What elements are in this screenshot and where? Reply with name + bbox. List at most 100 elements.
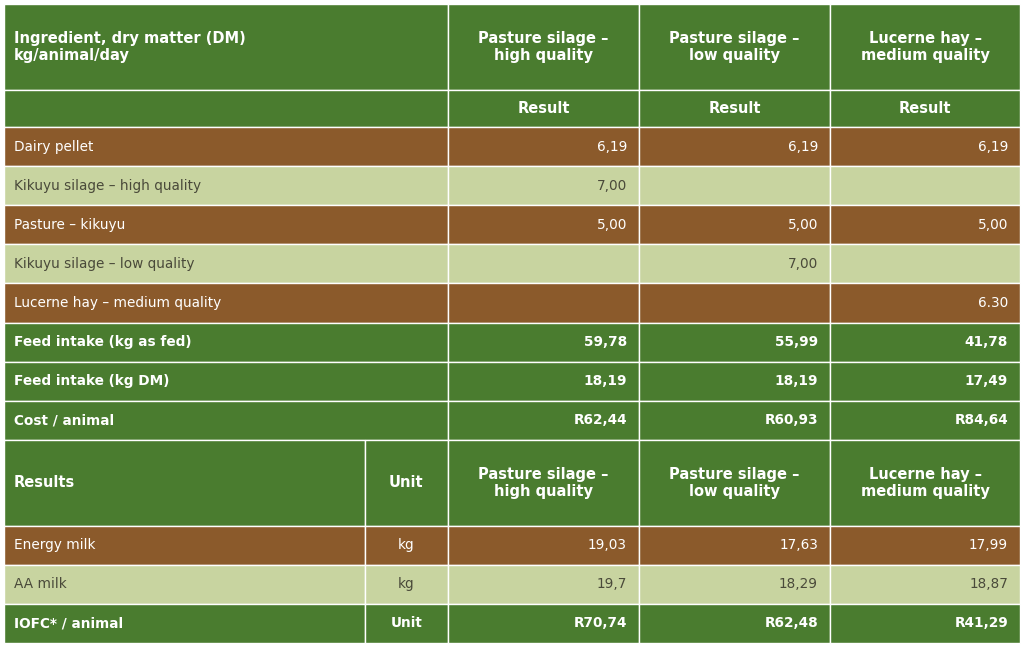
- Bar: [4, 565, 365, 604]
- Text: 59,78: 59,78: [584, 335, 627, 349]
- Bar: [639, 604, 830, 643]
- Bar: [830, 245, 1020, 283]
- Bar: [639, 166, 830, 205]
- Bar: [447, 362, 639, 400]
- Bar: [830, 362, 1020, 400]
- Bar: [365, 440, 447, 526]
- Text: Pasture silage –
high quality: Pasture silage – high quality: [478, 466, 608, 499]
- Text: R41,29: R41,29: [954, 617, 1008, 630]
- Bar: [830, 205, 1020, 245]
- Text: Energy milk: Energy milk: [14, 538, 95, 553]
- Bar: [4, 166, 447, 205]
- Bar: [447, 4, 639, 90]
- Text: 19,7: 19,7: [597, 577, 627, 591]
- Text: 6,19: 6,19: [978, 140, 1008, 153]
- Text: 18,87: 18,87: [969, 577, 1008, 591]
- Bar: [447, 283, 639, 322]
- Text: 7,00: 7,00: [597, 179, 627, 193]
- Bar: [830, 4, 1020, 90]
- Bar: [365, 526, 447, 565]
- Bar: [447, 440, 639, 526]
- Text: R62,44: R62,44: [573, 413, 627, 427]
- Bar: [4, 205, 447, 245]
- Bar: [447, 526, 639, 565]
- Text: Result: Result: [709, 101, 761, 116]
- Bar: [830, 283, 1020, 322]
- Text: 17,63: 17,63: [779, 538, 818, 553]
- Text: Feed intake (kg DM): Feed intake (kg DM): [14, 374, 169, 388]
- Bar: [447, 166, 639, 205]
- Bar: [447, 322, 639, 362]
- Text: Cost / animal: Cost / animal: [14, 413, 114, 427]
- Text: 17,49: 17,49: [965, 374, 1008, 388]
- Bar: [4, 322, 447, 362]
- Bar: [639, 362, 830, 400]
- Text: AA milk: AA milk: [14, 577, 67, 591]
- Bar: [830, 400, 1020, 440]
- Bar: [4, 245, 447, 283]
- Bar: [830, 127, 1020, 166]
- Text: Lucerne hay – medium quality: Lucerne hay – medium quality: [14, 296, 221, 310]
- Text: 6.30: 6.30: [978, 296, 1008, 310]
- Bar: [447, 604, 639, 643]
- Text: R70,74: R70,74: [573, 617, 627, 630]
- Bar: [447, 205, 639, 245]
- Text: IOFC* / animal: IOFC* / animal: [14, 617, 123, 630]
- Text: 18,19: 18,19: [584, 374, 627, 388]
- Text: R84,64: R84,64: [954, 413, 1008, 427]
- Bar: [447, 127, 639, 166]
- Bar: [4, 604, 365, 643]
- Text: 5,00: 5,00: [787, 218, 818, 232]
- Bar: [830, 322, 1020, 362]
- Text: 55,99: 55,99: [775, 335, 818, 349]
- Text: Pasture silage –
low quality: Pasture silage – low quality: [670, 31, 800, 63]
- Bar: [639, 90, 830, 127]
- Bar: [447, 400, 639, 440]
- Bar: [830, 604, 1020, 643]
- Bar: [639, 283, 830, 322]
- Text: Dairy pellet: Dairy pellet: [14, 140, 93, 153]
- Bar: [4, 362, 447, 400]
- Text: Result: Result: [517, 101, 569, 116]
- Bar: [639, 205, 830, 245]
- Text: kg: kg: [398, 577, 415, 591]
- Text: Pasture silage –
high quality: Pasture silage – high quality: [478, 31, 608, 63]
- Bar: [4, 400, 447, 440]
- Text: 18,29: 18,29: [779, 577, 818, 591]
- Text: kg: kg: [398, 538, 415, 553]
- Text: Results: Results: [14, 476, 75, 490]
- Bar: [830, 440, 1020, 526]
- Text: Pasture – kikuyu: Pasture – kikuyu: [14, 218, 125, 232]
- Bar: [639, 322, 830, 362]
- Bar: [830, 565, 1020, 604]
- Bar: [830, 90, 1020, 127]
- Text: Kikuyu silage – high quality: Kikuyu silage – high quality: [14, 179, 201, 193]
- Bar: [639, 245, 830, 283]
- Text: 17,99: 17,99: [969, 538, 1008, 553]
- Text: R62,48: R62,48: [764, 617, 818, 630]
- Bar: [639, 440, 830, 526]
- Bar: [4, 4, 447, 90]
- Text: Unit: Unit: [389, 476, 424, 490]
- Text: 6,19: 6,19: [787, 140, 818, 153]
- Bar: [447, 565, 639, 604]
- Text: Lucerne hay –
medium quality: Lucerne hay – medium quality: [860, 31, 989, 63]
- Text: Unit: Unit: [390, 617, 422, 630]
- Text: 41,78: 41,78: [965, 335, 1008, 349]
- Text: 18,19: 18,19: [774, 374, 818, 388]
- Text: Feed intake (kg as fed): Feed intake (kg as fed): [14, 335, 191, 349]
- Text: 7,00: 7,00: [787, 257, 818, 271]
- Text: Pasture silage –
low quality: Pasture silage – low quality: [670, 466, 800, 499]
- Text: R60,93: R60,93: [764, 413, 818, 427]
- Bar: [639, 565, 830, 604]
- Bar: [4, 440, 365, 526]
- Text: 5,00: 5,00: [978, 218, 1008, 232]
- Bar: [4, 526, 365, 565]
- Bar: [447, 90, 639, 127]
- Text: 19,03: 19,03: [588, 538, 627, 553]
- Text: Ingredient, dry matter (DM)
kg/animal/day: Ingredient, dry matter (DM) kg/animal/da…: [14, 31, 246, 63]
- Bar: [639, 4, 830, 90]
- Bar: [4, 127, 447, 166]
- Text: 6,19: 6,19: [597, 140, 627, 153]
- Bar: [4, 283, 447, 322]
